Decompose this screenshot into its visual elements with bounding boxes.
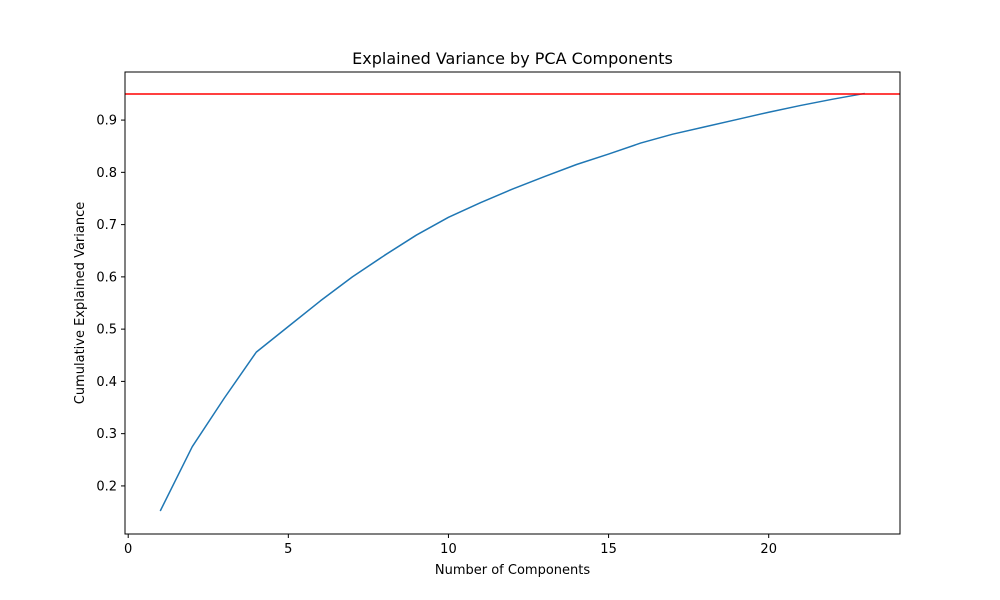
y-tick-label: 0.5	[96, 323, 117, 338]
y-axis-label: Cumulative Explained Variance	[73, 202, 88, 404]
x-axis-label: Number of Components	[435, 563, 590, 578]
x-tick-label: 15	[600, 542, 617, 557]
series-line-0	[159, 92, 865, 512]
y-tick-label: 0.7	[96, 218, 117, 233]
y-tick-label: 0.9	[96, 114, 117, 129]
y-tick-label: 0.8	[96, 166, 117, 181]
y-tick-label: 0.3	[96, 427, 117, 442]
chart-title: Explained Variance by PCA Components	[352, 49, 673, 68]
x-tick-label: 10	[440, 542, 457, 557]
plot-frame	[124, 71, 901, 535]
y-tick-label: 0.4	[96, 375, 117, 390]
x-tick-label: 20	[760, 542, 777, 557]
x-tick-label: 0	[124, 542, 132, 557]
plot-area	[125, 72, 900, 534]
y-tick-label: 0.6	[96, 270, 117, 285]
y-tick-label: 0.2	[96, 479, 117, 494]
x-tick-label: 5	[284, 542, 292, 557]
